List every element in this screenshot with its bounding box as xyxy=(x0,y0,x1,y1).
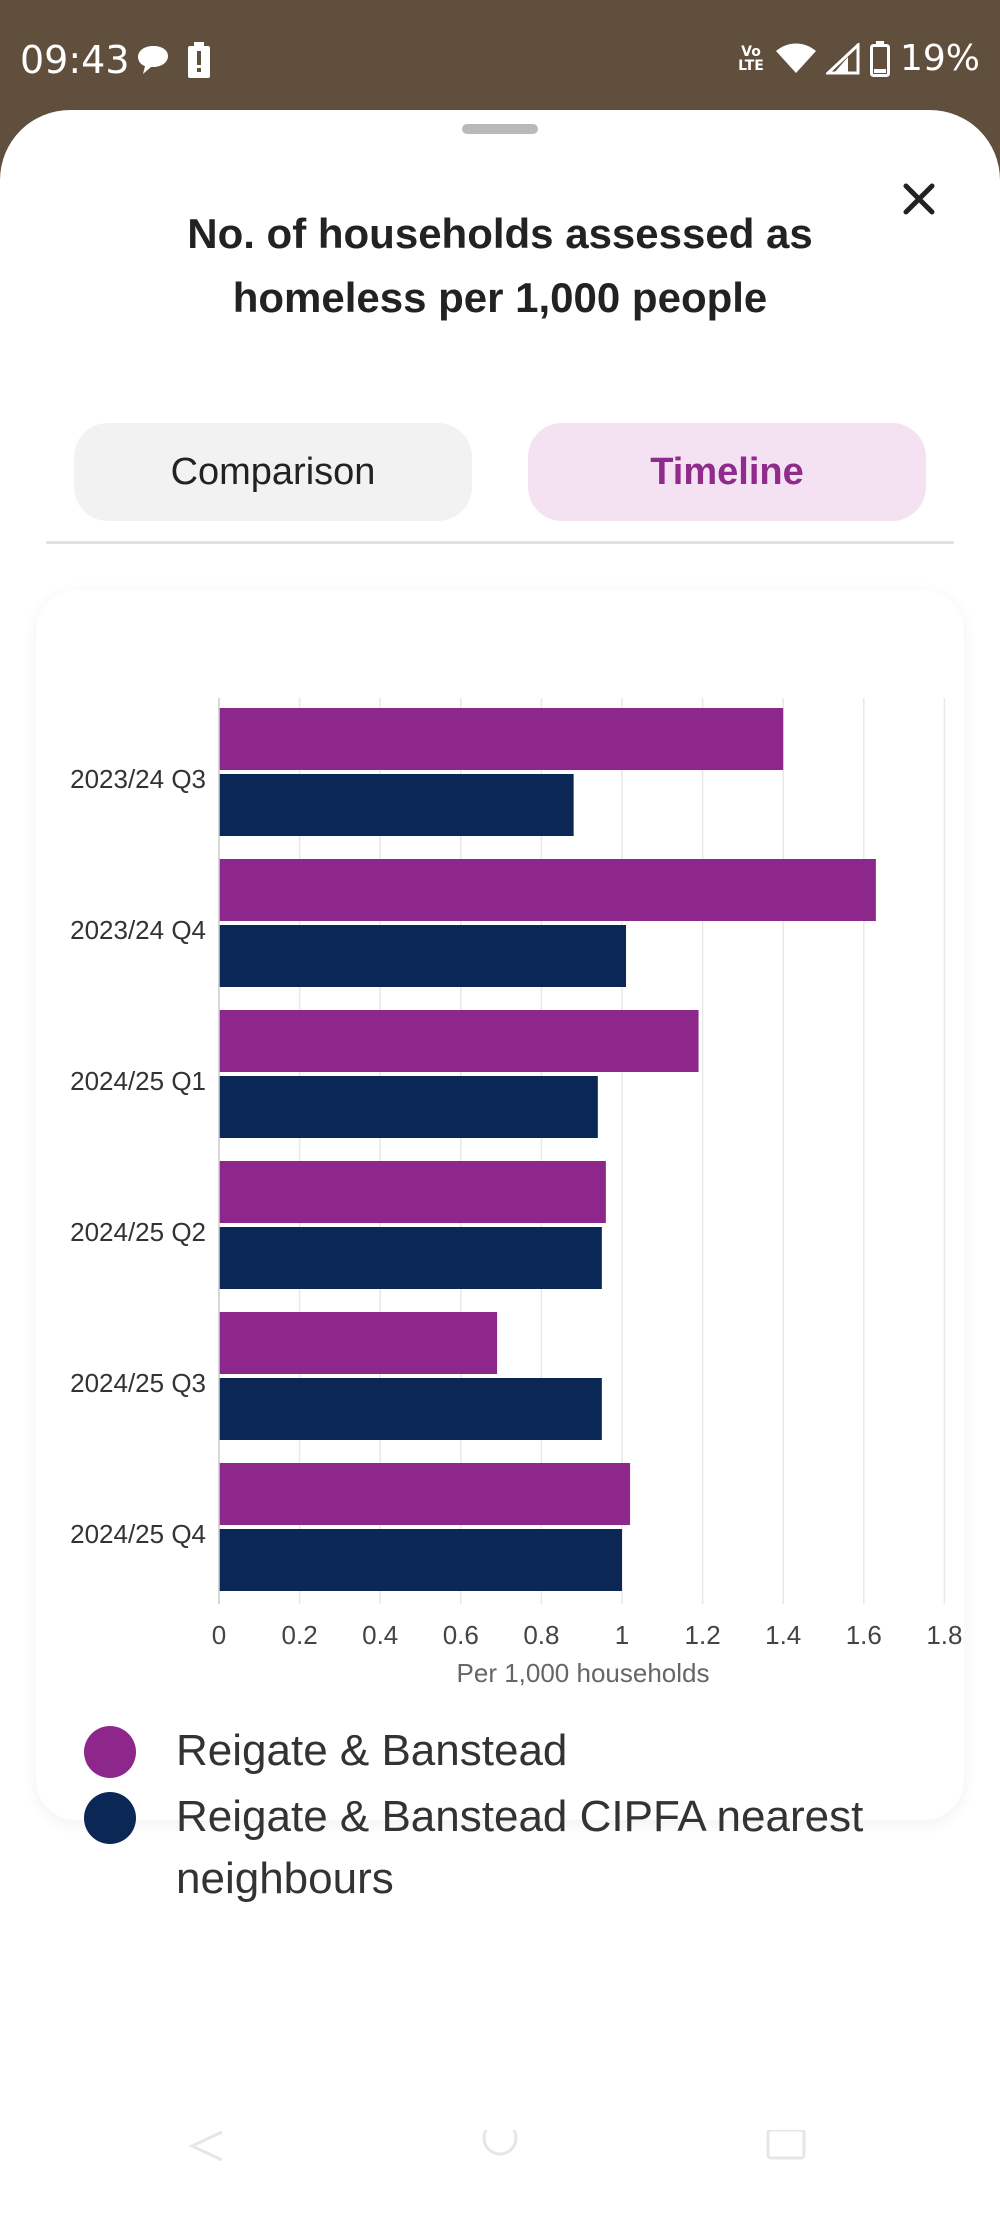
x-tick-label: 0.8 xyxy=(523,1620,559,1650)
legend-item[interactable]: Reigate & Banstead CIPFA nearest neighbo… xyxy=(84,1786,944,1910)
x-tick-label: 0.2 xyxy=(282,1620,318,1650)
battery-alert-icon xyxy=(188,42,210,78)
y-category-label: 2023/24 Q3 xyxy=(70,764,206,794)
bottom-sheet: No. of households assessed as homeless p… xyxy=(0,110,1000,2222)
chart-legend: Reigate & Banstead Reigate & Banstead CI… xyxy=(84,1720,944,1914)
chart-card: 0 0.2 0.4 0.6 0.8 1 1.2 1.4 1.6 1.8 2023/24 Q3 2023… xyxy=(36,590,964,1903)
status-time: 09:43 xyxy=(20,38,130,82)
recents-icon[interactable] xyxy=(766,2130,806,2160)
battery-percent: 19% xyxy=(899,38,980,79)
legend-item[interactable]: Reigate & Banstead xyxy=(84,1720,944,1782)
bar-reigate-banstead xyxy=(219,1161,606,1223)
tab-timeline[interactable]: Timeline xyxy=(528,423,926,521)
y-category-label: 2024/25 Q2 xyxy=(70,1217,206,1247)
x-tick-label: 1.4 xyxy=(765,1620,801,1650)
bar-cipfa-neighbours xyxy=(219,774,574,836)
tab-bar: Comparison Timeline xyxy=(74,423,926,521)
bar-reigate-banstead xyxy=(219,1463,631,1525)
home-icon[interactable] xyxy=(482,2130,518,2156)
bar-cipfa-neighbours xyxy=(219,1076,598,1138)
status-bar: 09:43 Vo LTE 19% xyxy=(0,0,1000,112)
back-icon[interactable] xyxy=(188,2130,223,2162)
legend-dot-series-1 xyxy=(84,1726,136,1778)
x-tick-label: 1.6 xyxy=(846,1620,882,1650)
tab-comparison[interactable]: Comparison xyxy=(74,423,472,521)
x-axis-label: Per 1,000 households xyxy=(457,1658,710,1688)
y-category-label: 2024/25 Q1 xyxy=(70,1066,206,1096)
bar-cipfa-neighbours xyxy=(219,1378,602,1440)
y-category-label: 2024/25 Q4 xyxy=(70,1519,206,1549)
bar-reigate-banstead xyxy=(219,859,876,921)
signal-icon xyxy=(825,42,860,74)
drag-handle[interactable] xyxy=(462,124,538,134)
legend-label: Reigate & Banstead xyxy=(176,1726,568,1775)
volte-icon: Vo LTE xyxy=(738,43,764,74)
bar-reigate-banstead xyxy=(219,708,784,770)
divider xyxy=(46,541,954,544)
x-tick-label: 0 xyxy=(212,1620,226,1650)
navigation-bar xyxy=(188,2130,806,2162)
bar-cipfa-neighbours xyxy=(219,925,627,987)
x-tick-label: 0.6 xyxy=(443,1620,479,1650)
legend-label: Reigate & Banstead CIPFA nearest neighbo… xyxy=(176,1792,864,1903)
y-category-label: 2023/24 Q4 xyxy=(70,915,206,945)
bar-reigate-banstead xyxy=(219,1010,699,1072)
bar-chart: 0 0.2 0.4 0.6 0.8 1 1.2 1.4 1.6 1.8 2023/24 Q3 2023… xyxy=(70,698,962,1688)
x-tick-label: 1 xyxy=(615,1620,629,1650)
legend-dot-series-2 xyxy=(84,1792,136,1844)
x-tick-label: 0.4 xyxy=(362,1620,398,1650)
bar-cipfa-neighbours xyxy=(219,1529,622,1591)
y-category-label: 2024/25 Q3 xyxy=(70,1368,206,1398)
battery-icon xyxy=(869,40,890,77)
bar-cipfa-neighbours xyxy=(219,1227,602,1289)
page-title: No. of households assessed as homeless p… xyxy=(187,210,813,321)
close-icon[interactable] xyxy=(894,174,944,224)
x-tick-label: 1.8 xyxy=(926,1620,962,1650)
chat-icon xyxy=(138,46,168,74)
x-tick-label: 1.2 xyxy=(685,1620,721,1650)
bar-reigate-banstead xyxy=(219,1312,498,1374)
wifi-icon xyxy=(775,43,816,73)
